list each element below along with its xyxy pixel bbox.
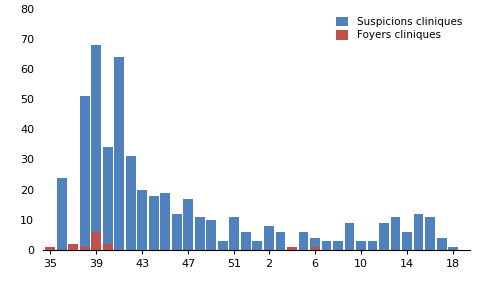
Bar [195, 217, 204, 250]
Bar [68, 244, 78, 250]
Bar [345, 223, 354, 250]
Bar [264, 226, 274, 250]
Bar [229, 217, 239, 250]
Bar [333, 241, 343, 250]
Bar [437, 238, 446, 250]
Bar [45, 247, 55, 250]
Bar [276, 232, 285, 250]
Bar [218, 241, 228, 250]
Bar [160, 193, 170, 250]
Bar [287, 247, 297, 250]
Bar [114, 57, 124, 250]
Bar [391, 217, 400, 250]
Bar [103, 147, 113, 250]
Bar [206, 220, 216, 250]
Bar [356, 241, 366, 250]
Bar [425, 217, 435, 250]
Bar [91, 45, 101, 250]
Bar [402, 232, 412, 250]
Bar [80, 247, 90, 250]
Bar [310, 247, 320, 250]
Bar [322, 241, 331, 250]
Bar [448, 247, 458, 250]
Bar [252, 241, 262, 250]
Bar [299, 232, 308, 250]
Bar [183, 199, 193, 250]
Bar [91, 232, 101, 250]
Bar [80, 96, 90, 250]
Bar [45, 247, 55, 250]
Bar [241, 232, 251, 250]
Bar [149, 196, 158, 250]
Legend: Suspicions cliniques, Foyers cliniques: Suspicions cliniques, Foyers cliniques [333, 14, 465, 43]
Bar [368, 241, 377, 250]
Bar [310, 238, 320, 250]
Bar [137, 190, 147, 250]
Bar [103, 244, 113, 250]
Bar [68, 247, 78, 250]
Bar [379, 223, 389, 250]
Bar [126, 156, 136, 250]
Bar [172, 214, 181, 250]
Bar [287, 247, 297, 250]
Bar [57, 178, 67, 250]
Bar [414, 214, 423, 250]
